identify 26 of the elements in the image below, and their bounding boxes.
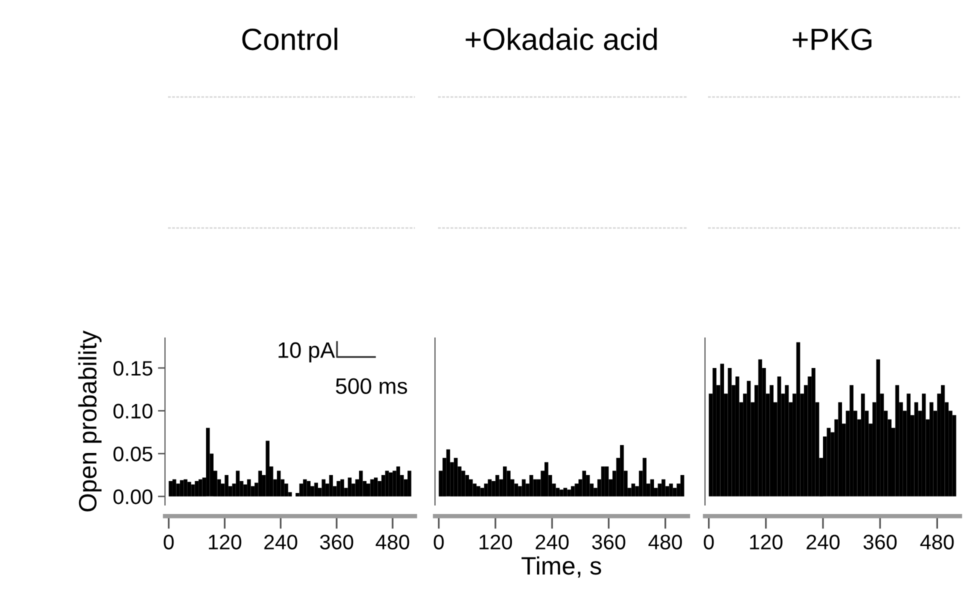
y-tick-label: 0.05	[113, 446, 152, 462]
x-tick-label: 120	[208, 534, 242, 550]
x-tick-label: 360	[592, 534, 626, 550]
chart-title: +PKG	[792, 28, 872, 50]
x-tick-label: 0	[434, 534, 444, 550]
x-tick-label: 360	[320, 534, 354, 550]
x-tick-label: 0	[164, 534, 174, 550]
x-tick-label: 240	[536, 534, 569, 550]
chart-title: +Okadaic acid	[466, 28, 657, 50]
x-tick-label: 360	[863, 534, 897, 550]
y-tick-label: 0.10	[113, 404, 152, 419]
x-tick-label: 240	[264, 534, 298, 550]
x-tick-label: 120	[750, 534, 782, 550]
x-tick-label: 120	[480, 534, 512, 550]
x-axis-title: Time, s	[522, 556, 602, 578]
annotation: 10 pA	[278, 342, 335, 362]
annotation: 500 ms	[336, 378, 408, 394]
x-tick-label: 240	[806, 534, 840, 550]
x-tick-label: 0	[704, 534, 714, 550]
y-axis-title: Open probability	[78, 330, 102, 512]
x-tick-label: 480	[376, 534, 410, 550]
y-tick-label: 0.00	[113, 489, 152, 504]
x-tick-label: 480	[920, 534, 954, 550]
x-tick-label: 480	[648, 534, 682, 550]
chart-title: Control	[242, 28, 338, 50]
y-tick-label: 0.15	[113, 360, 152, 376]
